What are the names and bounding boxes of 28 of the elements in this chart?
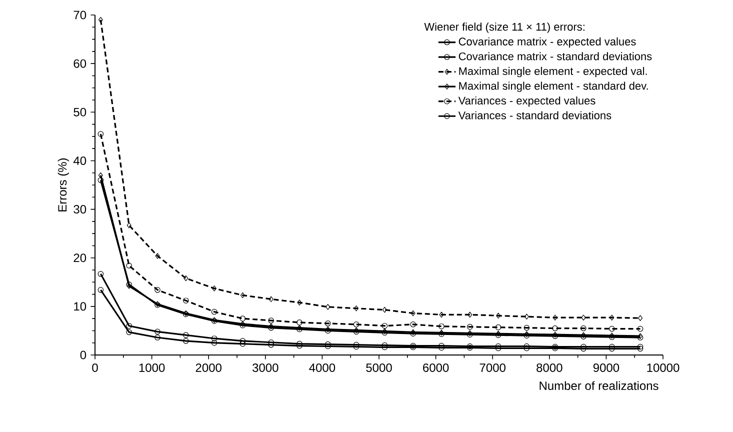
legend-label: Covariance matrix - expected values <box>458 37 636 48</box>
legend-label: Maximal single element - standard dev. <box>459 82 648 92</box>
x-tick-label: 8000 <box>536 363 562 372</box>
x-tick-label: 4000 <box>309 363 336 372</box>
x-tick-label: 0 <box>92 363 98 372</box>
legend-label: Variances - standard deviations <box>458 111 612 120</box>
y-tick-label: 50 <box>74 108 86 116</box>
x-tick-label: 2000 <box>196 363 222 372</box>
legend-label: Covariance matrix - standard deviations <box>458 52 652 60</box>
y-tick-label: 10 <box>74 302 86 311</box>
x-tick-label: 6000 <box>423 363 449 372</box>
x-tick-label: 9000 <box>593 363 620 372</box>
x-tick-label: 1000 <box>139 363 165 372</box>
legend-title: Wiener field (size 11 × 11) errors: <box>424 22 584 33</box>
y-axis-title: Errors (%) <box>58 158 69 212</box>
x-axis-title: Number of realizations <box>540 381 658 390</box>
x-tick-label: 3000 <box>252 363 278 372</box>
y-tick-label: 60 <box>74 59 86 68</box>
x-tick-label: 7000 <box>480 363 506 372</box>
y-tick-label: 70 <box>74 10 86 20</box>
x-tick-label: 10000 <box>647 363 680 372</box>
y-tick-label: 30 <box>74 205 86 214</box>
y-tick-label: 20 <box>74 254 86 262</box>
legend-label: Variances - expected values <box>458 96 596 107</box>
x-tick-label: 5000 <box>366 363 392 372</box>
legend-label: Maximal single element - expected val. <box>459 66 647 78</box>
y-tick-label: 0 <box>80 350 86 360</box>
y-tick-label: 40 <box>73 156 86 165</box>
